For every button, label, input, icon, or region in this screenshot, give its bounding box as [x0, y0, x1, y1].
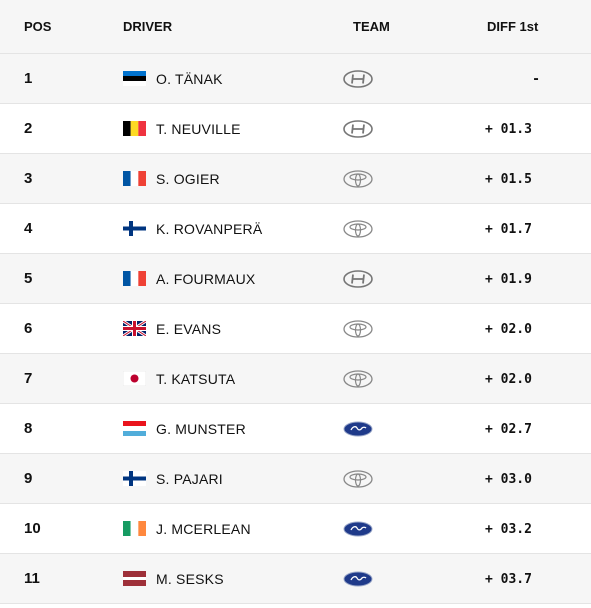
pos-number: 8 — [24, 419, 33, 437]
table-header: POS DRIVER TEAM DIFF 1st — [0, 0, 591, 54]
ford-logo-icon — [343, 571, 373, 586]
toyota-logo-icon — [343, 369, 373, 388]
pos-number: 2 — [24, 119, 33, 137]
hyundai-logo-icon — [343, 119, 373, 138]
toyota-logo-icon — [343, 319, 373, 338]
estonia-flag-icon — [123, 71, 146, 86]
france-flag-icon — [123, 171, 146, 186]
pos-number: 7 — [24, 369, 33, 387]
hyundai-logo-icon — [343, 269, 373, 288]
toyota-logo-icon — [343, 219, 373, 238]
pos-number: 4 — [24, 219, 33, 237]
table-row: 1 O. TÄNAK - — [0, 54, 591, 104]
toyota-logo-icon — [343, 469, 373, 488]
driver-name: T. KATSUTA — [156, 370, 236, 387]
diff-value: + 02.0 — [485, 371, 532, 387]
driver-name: O. TÄNAK — [156, 70, 223, 87]
driver-name: K. ROVANPERÄ — [156, 220, 263, 237]
driver-name: J. MCERLEAN — [156, 520, 251, 537]
header-driver: DRIVER — [123, 19, 173, 34]
header-diff: DIFF 1st — [487, 19, 539, 34]
table-row: 4 K. ROVANPERÄ + 01.7 — [0, 204, 591, 254]
driver-name: A. FOURMAUX — [156, 270, 256, 287]
table-row: 11 M. SESKS + 03.7 — [0, 554, 591, 604]
table-row: 5 A. FOURMAUX + 01.9 — [0, 254, 591, 304]
header-team: TEAM — [353, 19, 390, 34]
diff-value: + 01.9 — [485, 271, 532, 287]
table-row: 10 J. MCERLEAN + 03.2 — [0, 504, 591, 554]
uk-flag-icon — [123, 321, 146, 336]
diff-value: + 02.7 — [485, 421, 532, 437]
pos-number: 1 — [24, 69, 33, 87]
luxembourg-flag-icon — [123, 421, 146, 436]
table-row: 2 T. NEUVILLE + 01.3 — [0, 104, 591, 154]
pos-number: 5 — [24, 269, 33, 287]
pos-number: 10 — [24, 519, 41, 537]
ford-logo-icon — [343, 421, 373, 436]
diff-value: - — [532, 71, 540, 87]
toyota-logo-icon — [343, 169, 373, 188]
hyundai-logo-icon — [343, 69, 373, 88]
driver-name: M. SESKS — [156, 570, 224, 587]
header-pos: POS — [24, 19, 52, 34]
diff-value: + 03.7 — [485, 571, 532, 587]
pos-number: 11 — [24, 569, 40, 587]
table-row: 7 T. KATSUTA + 02.0 — [0, 354, 591, 404]
finland-flag-icon — [123, 221, 146, 236]
driver-name: E. EVANS — [156, 320, 222, 337]
belgium-flag-icon — [123, 121, 146, 136]
table-row: 9 S. PAJARI + 03.0 — [0, 454, 591, 504]
diff-value: + 01.3 — [485, 121, 532, 137]
diff-value: + 02.0 — [485, 321, 532, 337]
driver-name: S. OGIER — [156, 170, 220, 187]
diff-value: + 01.7 — [485, 221, 532, 237]
diff-value: + 01.5 — [485, 171, 532, 187]
table-row: 8 G. MUNSTER + 02.7 — [0, 404, 591, 454]
driver-name: G. MUNSTER — [156, 420, 246, 437]
table-body: 1 O. TÄNAK - 2 T. NEUVILLE + 01.3 3 S. OGIER + 0… — [0, 54, 591, 604]
pos-number: 3 — [24, 169, 33, 187]
ford-logo-icon — [343, 521, 373, 536]
japan-flag-icon — [123, 371, 146, 386]
latvia-flag-icon — [123, 571, 146, 586]
driver-name: S. PAJARI — [156, 470, 223, 487]
pos-number: 9 — [24, 469, 33, 487]
diff-value: + 03.2 — [485, 521, 532, 537]
diff-value: + 03.0 — [485, 471, 532, 487]
table-row: 3 S. OGIER + 01.5 — [0, 154, 591, 204]
pos-number: 6 — [24, 319, 33, 337]
table-row: 6 E. EVANS + 02.0 — [0, 304, 591, 354]
ireland-flag-icon — [123, 521, 146, 536]
france-flag-icon — [123, 271, 146, 286]
driver-name: T. NEUVILLE — [156, 120, 241, 137]
finland-flag-icon — [123, 471, 146, 486]
